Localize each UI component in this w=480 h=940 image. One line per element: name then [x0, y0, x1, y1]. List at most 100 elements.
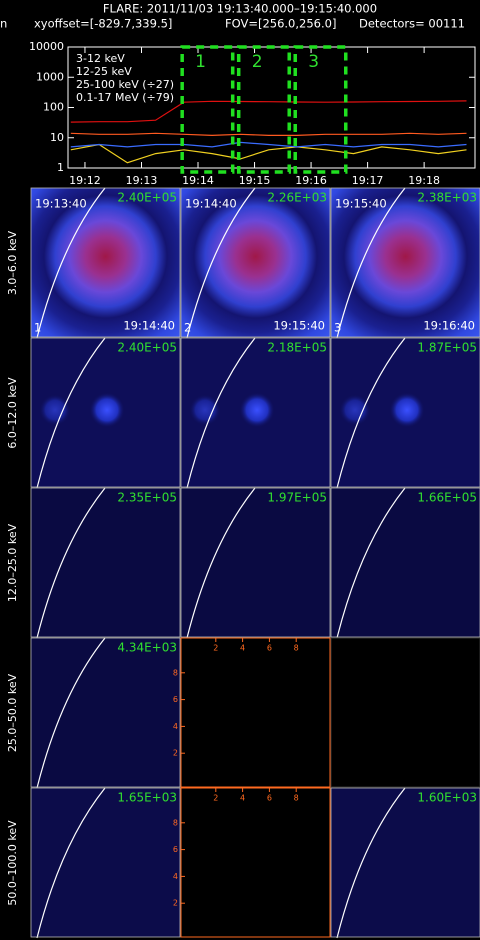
row-label: 12.0–25.0 keV	[6, 523, 19, 602]
series-line	[70, 100, 467, 123]
empty-panel	[330, 637, 480, 788]
empty-panel	[180, 787, 331, 938]
image	[181, 488, 330, 637]
interval-label: 3	[308, 52, 319, 72]
image-panel: 2 2 4 4 6 6 8 8	[173, 787, 331, 938]
panel-max: 1.87E+05	[417, 341, 477, 355]
row-label: 6.0–12.0 keV	[6, 377, 19, 449]
image-panel	[330, 637, 480, 788]
empty-tick-label: 8	[173, 818, 178, 827]
empty-tick-label: 4	[240, 644, 245, 653]
panel-max: 2.35E+05	[117, 491, 177, 505]
series-line	[70, 143, 467, 164]
image-panel: 1.87E+05	[330, 337, 480, 489]
limb	[336, 337, 406, 489]
header-detectors: Detectors= 00111	[359, 17, 465, 31]
interval-box	[236, 45, 291, 174]
empty-tick-label: 4	[240, 794, 245, 803]
source	[389, 392, 425, 428]
panel-frame	[330, 487, 480, 638]
limb	[186, 337, 256, 489]
panel-frame	[30, 487, 181, 638]
image	[331, 788, 480, 937]
interval-box	[180, 45, 235, 174]
panel-end: 19:15:40	[273, 319, 325, 333]
source	[39, 394, 71, 426]
legend-entry: 3-12 keV	[76, 52, 125, 65]
interval-label: 1	[195, 52, 206, 72]
panel-frame	[330, 787, 480, 938]
limb	[336, 487, 406, 639]
limb	[36, 787, 106, 939]
empty-tick-label: 4	[173, 722, 178, 731]
empty-tick-label: 2	[213, 794, 218, 803]
source	[89, 392, 125, 428]
legend-entry: 25-100 keV (÷27)	[76, 78, 174, 91]
empty-tick-label: 6	[173, 845, 178, 854]
panel-max: 2.40E+05	[117, 341, 177, 355]
panel-frame	[30, 637, 181, 788]
source	[189, 394, 221, 426]
image-panel: 1.97E+05	[180, 487, 331, 639]
header-fov: FOV=[256.0,256.0]	[225, 17, 336, 31]
y-tick-label: 1	[57, 161, 64, 174]
limb	[36, 187, 106, 339]
image	[31, 188, 180, 337]
image	[31, 638, 180, 787]
panel-end: 19:14:40	[123, 319, 175, 333]
panel-index: 1	[34, 321, 41, 335]
empty-tick-label: 6	[267, 794, 272, 803]
limb	[186, 487, 256, 639]
x-tick-label: 19:16	[295, 174, 327, 187]
empty-tick-label: 2	[173, 899, 178, 908]
panel-max: 1.60E+03	[417, 791, 477, 805]
empty-tick-label: 8	[294, 794, 299, 803]
image-panel: 1.65E+03	[30, 787, 181, 939]
panel-frame	[30, 187, 181, 338]
panel-start: 19:13:40	[35, 197, 87, 211]
image	[331, 188, 480, 337]
interval-label: 2	[252, 52, 263, 72]
empty-tick-label: 8	[294, 644, 299, 653]
image	[31, 488, 180, 637]
panel-frame	[30, 337, 181, 488]
series-line	[70, 141, 467, 148]
panel-start: 19:14:40	[185, 197, 237, 211]
panel-max: 2.38E+03	[417, 191, 477, 205]
y-tick-label: 10	[50, 131, 64, 144]
x-tick-label: 19:14	[182, 174, 214, 187]
panel-frame	[30, 787, 181, 938]
image-panel: 1.66E+05	[330, 487, 480, 639]
image-panel: 1.60E+03	[330, 787, 480, 939]
interval-box	[293, 45, 348, 174]
row-label: 25.0–50.0 keV	[6, 673, 19, 752]
panel-max: 2.26E+03	[267, 191, 327, 205]
limb	[36, 637, 106, 789]
image-panel: 2.38E+03 19:15:40 19:16:40 3	[330, 187, 480, 339]
x-tick-label: 19:18	[408, 174, 440, 187]
panel-frame	[330, 187, 480, 338]
empty-panel	[180, 637, 331, 788]
legend-entry: 0.1-17 MeV (÷79)	[76, 91, 174, 104]
x-tick-label: 19:17	[352, 174, 384, 187]
y-tick-label: 100	[43, 101, 64, 114]
panel-max: 4.34E+03	[117, 641, 177, 655]
y-tick-label: 1000	[36, 70, 64, 83]
x-tick-label: 19:15	[239, 174, 271, 187]
panel-max: 2.18E+05	[267, 341, 327, 355]
limb	[36, 337, 106, 489]
panel-max: 1.65E+03	[117, 791, 177, 805]
limb	[336, 187, 406, 339]
header-cut: n	[0, 17, 7, 31]
image	[331, 488, 480, 637]
empty-tick-label: 6	[267, 644, 272, 653]
empty-tick-label: 8	[173, 668, 178, 677]
panel-max: 1.66E+05	[417, 491, 477, 505]
image-panel: 2 2 4 4 6 6 8 8	[173, 637, 331, 788]
image-panel: 2.18E+05	[180, 337, 331, 489]
source	[239, 392, 275, 428]
panel-max: 1.97E+05	[267, 491, 327, 505]
panel-end: 19:16:40	[423, 319, 475, 333]
